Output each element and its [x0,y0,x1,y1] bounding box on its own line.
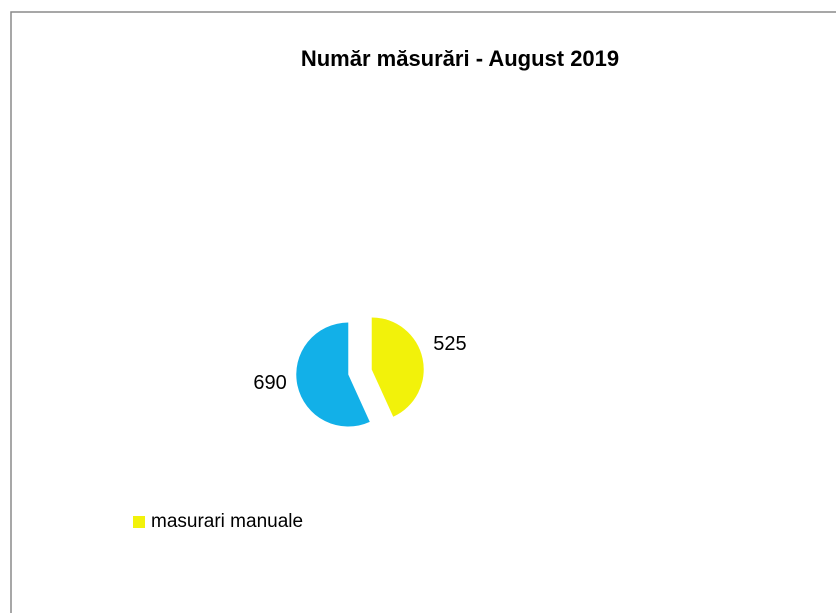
pie-slice [371,317,424,417]
pie-slice [296,322,370,427]
chart-title: Număr măsurări - August 2019 [301,46,619,71]
chart-frame [10,11,836,613]
data-label: 525 [433,333,466,355]
legend-label: masurari manuale [151,511,303,532]
legend-swatch [133,516,145,528]
data-label: 690 [253,372,286,394]
